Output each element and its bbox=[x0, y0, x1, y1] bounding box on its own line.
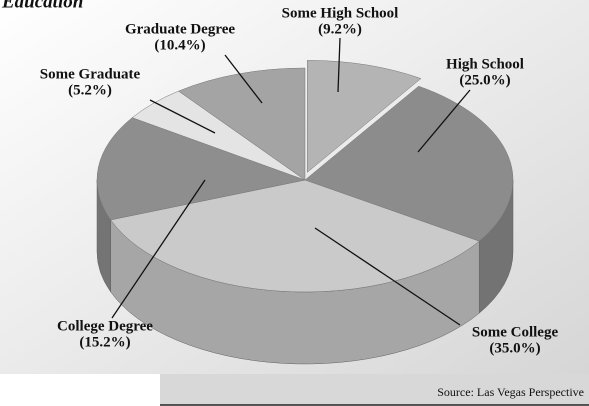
pie-slice bbox=[178, 67, 306, 181]
slice-value-label: (5.2%) bbox=[68, 82, 112, 98]
slice-value-label: (25.0%) bbox=[459, 72, 510, 88]
slice-label: Some College bbox=[472, 324, 559, 340]
slice-label: Some High School bbox=[282, 5, 399, 21]
slice-label: College Degree bbox=[57, 318, 153, 334]
slice-value-label: (10.4%) bbox=[154, 37, 205, 53]
pie-slice bbox=[110, 179, 480, 293]
source-band bbox=[160, 374, 589, 405]
pie-slice bbox=[307, 60, 422, 173]
leader-line bbox=[224, 54, 263, 104]
slice-value-label: (9.2%) bbox=[318, 21, 362, 37]
leader-line bbox=[111, 179, 206, 319]
leader-line bbox=[337, 37, 341, 93]
leader-line bbox=[417, 89, 471, 153]
slice-label: Some Graduate bbox=[40, 66, 141, 82]
pie-slice bbox=[304, 85, 514, 242]
slice-value-label: (35.0%) bbox=[489, 340, 540, 356]
labels: Some High School(9.2%) High School(25.0%)… bbox=[40, 5, 559, 356]
leader-line bbox=[314, 227, 461, 326]
source: Source: Las Vegas Perspective bbox=[437, 385, 584, 399]
slice-label: Graduate Degree bbox=[125, 21, 235, 37]
slice-label: High School bbox=[446, 56, 524, 72]
slice-value-label: (15.2%) bbox=[79, 334, 130, 350]
leader-line bbox=[149, 99, 216, 134]
chart-title: Education bbox=[1, 0, 83, 12]
pie-slice bbox=[96, 117, 306, 221]
